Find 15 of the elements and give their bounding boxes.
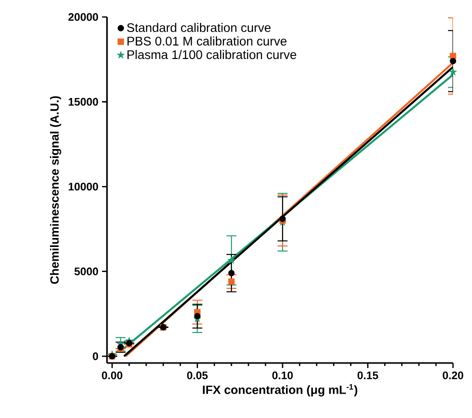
y-axis-title: Chemiluminescence signal (A.U.) (50, 96, 62, 284)
legend-label: Plasma 1/100 calibration curve (128, 50, 296, 60)
x-tick-label: 0.20 (442, 372, 464, 380)
x-axis-title: IFX concentration (μg mL$^{-1}$) (202, 384, 358, 396)
x-tick-label: 0.15 (358, 372, 378, 380)
legend-label: Standard calibration curve (127, 22, 271, 32)
x-tick-label: 0.05 (187, 372, 208, 380)
legend-label: PBS 0.01 M calibration curve (128, 36, 287, 46)
y-tick-label: 5000 (74, 268, 98, 276)
y-tick-label: 20000 (68, 13, 98, 21)
y-tick-label: 0 (92, 352, 98, 360)
y-tick-label: 10000 (68, 182, 98, 190)
y-tick-label: 15000 (68, 98, 98, 106)
x-tick-label: 0.10 (272, 372, 293, 380)
x-tick-label: 0.00 (102, 372, 122, 380)
